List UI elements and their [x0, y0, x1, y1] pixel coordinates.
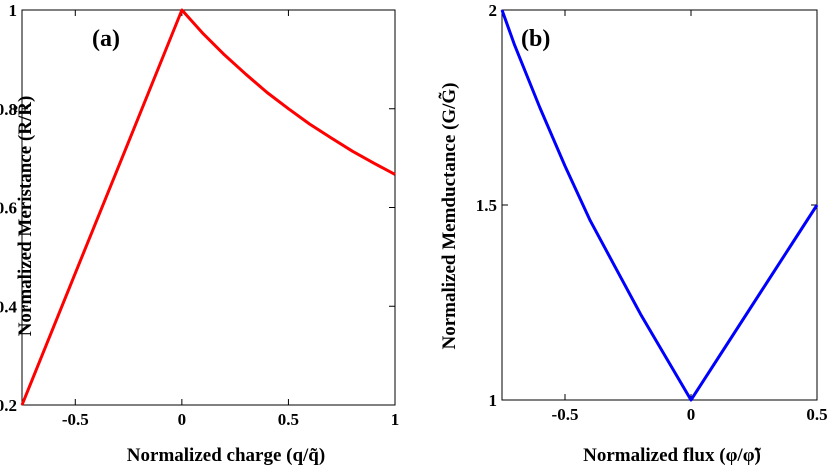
tick-marks-b [502, 9, 818, 401]
x-axis-label-b: Normalized flux (φ/φ̃) [583, 445, 761, 466]
plot-frame-a [21, 9, 396, 406]
series-line-a [20, 8, 396, 406]
y-tick-label: 0.2 [0, 396, 17, 415]
x-tick-label: 0.5 [278, 410, 299, 429]
y-tick-label: 1 [9, 1, 18, 20]
chart-panel-b: -0.5 0 0.5 11.52 (b) Normalized flux (φ/φ̃… [439, 1, 828, 466]
x-tick-label: 0 [178, 410, 187, 429]
y-tick-label: 1.5 [476, 196, 497, 215]
y-tick-label: 2 [489, 1, 498, 20]
y-axis-label-b: Normalized Memductance (G/G̃) [439, 83, 460, 350]
x-tick-label: 1 [391, 410, 400, 429]
y-tick-label: 0.4 [0, 297, 18, 316]
panel-label-a: (a) [92, 26, 120, 52]
series-line-b [500, 9, 819, 402]
x-tick-label: 0 [687, 405, 696, 424]
x-axis-label-a: Normalized charge (q/q̃) [127, 445, 325, 466]
y-tick-label: 0.8 [0, 100, 17, 119]
chart-panel-a: -0.5 0 0.5 1 0.2 0.4 0.6 0.8 1 (a) Normalized c… [0, 1, 399, 466]
x-tick-labels-b: -0.5 0 0.5 [552, 405, 828, 424]
x-tick-labels-a: -0.5 0 0.5 1 [62, 410, 399, 429]
x-tick-label: -0.5 [62, 410, 89, 429]
plot-frame-b [501, 9, 818, 401]
x-tick-label: 0.5 [806, 405, 827, 424]
x-tick-label: -0.5 [552, 405, 579, 424]
y-axis-label-a: Normalized Meristance (R/R̃) [15, 96, 36, 337]
tick-marks-a [22, 9, 396, 406]
y-tick-labels-a: 0.2 0.4 0.6 0.8 1 [0, 1, 18, 415]
y-tick-labels-b: 11.52 [476, 1, 497, 410]
panel-label-b: (b) [521, 26, 550, 52]
y-tick-label: 1 [489, 391, 498, 410]
y-tick-label: 0.6 [0, 199, 17, 218]
